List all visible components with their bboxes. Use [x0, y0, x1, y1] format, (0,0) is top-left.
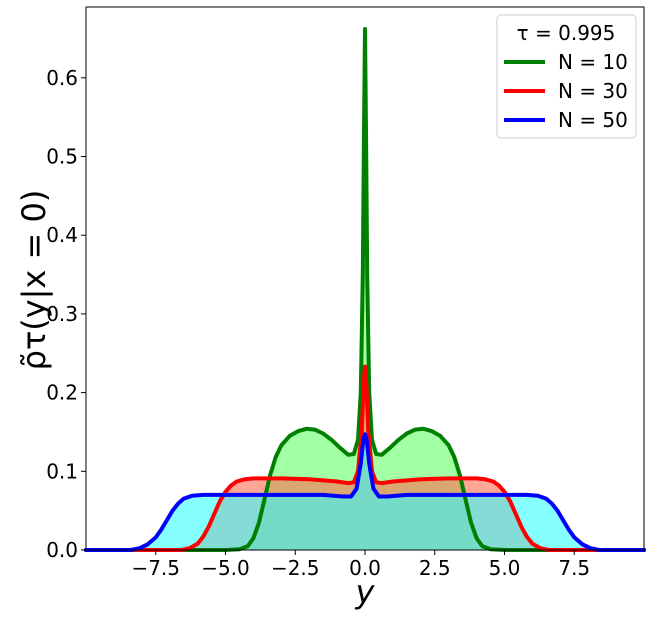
x-tick-label: 5.0	[489, 556, 521, 580]
series-line-n-50	[84, 432, 646, 552]
plot-frame	[85, 6, 645, 551]
x-tick-label: −5.0	[201, 556, 250, 580]
series-line-n-10	[84, 27, 646, 552]
series-lines	[84, 27, 646, 552]
y-axis-ticks: 0.0 0.1 0.2 0.3 0.4 0.5 0.6	[46, 66, 86, 562]
legend-label: N = 50	[558, 108, 628, 132]
series-fill-n-10	[86, 29, 644, 550]
x-axis-label: y	[355, 573, 376, 611]
series-fills	[86, 29, 644, 550]
x-tick-label: 7.5	[558, 556, 590, 580]
series-line-n-30	[84, 364, 646, 552]
x-axis-ticks: −7.5 −5.0 −2.5 0.0 2.5 5.0 7.5	[131, 550, 590, 580]
y-tick-label: 0.6	[46, 66, 78, 90]
legend-title: τ = 0.995	[517, 21, 616, 45]
legend-label: N = 30	[558, 79, 628, 103]
y-tick-label: 0.3	[46, 302, 78, 326]
y-axis-label: ρ̃τ(y|x = 0)	[15, 190, 53, 371]
x-tick-label: −2.5	[271, 556, 320, 580]
legend-box	[496, 14, 637, 139]
x-tick-label: 2.5	[419, 556, 451, 580]
y-tick-label: 0.2	[46, 381, 78, 405]
legend: τ = 0.995 N = 10 N = 30 N = 50	[496, 14, 637, 139]
legend-label: N = 10	[558, 50, 628, 74]
y-tick-label: 0.4	[46, 223, 78, 247]
x-tick-label: −7.5	[131, 556, 180, 580]
y-tick-label: 0.5	[46, 145, 78, 169]
series-fill-n-50	[86, 434, 644, 550]
y-tick-label: 0.0	[46, 538, 78, 562]
x-tick-label: 0.0	[349, 556, 381, 580]
y-tick-label: 0.1	[46, 459, 78, 483]
